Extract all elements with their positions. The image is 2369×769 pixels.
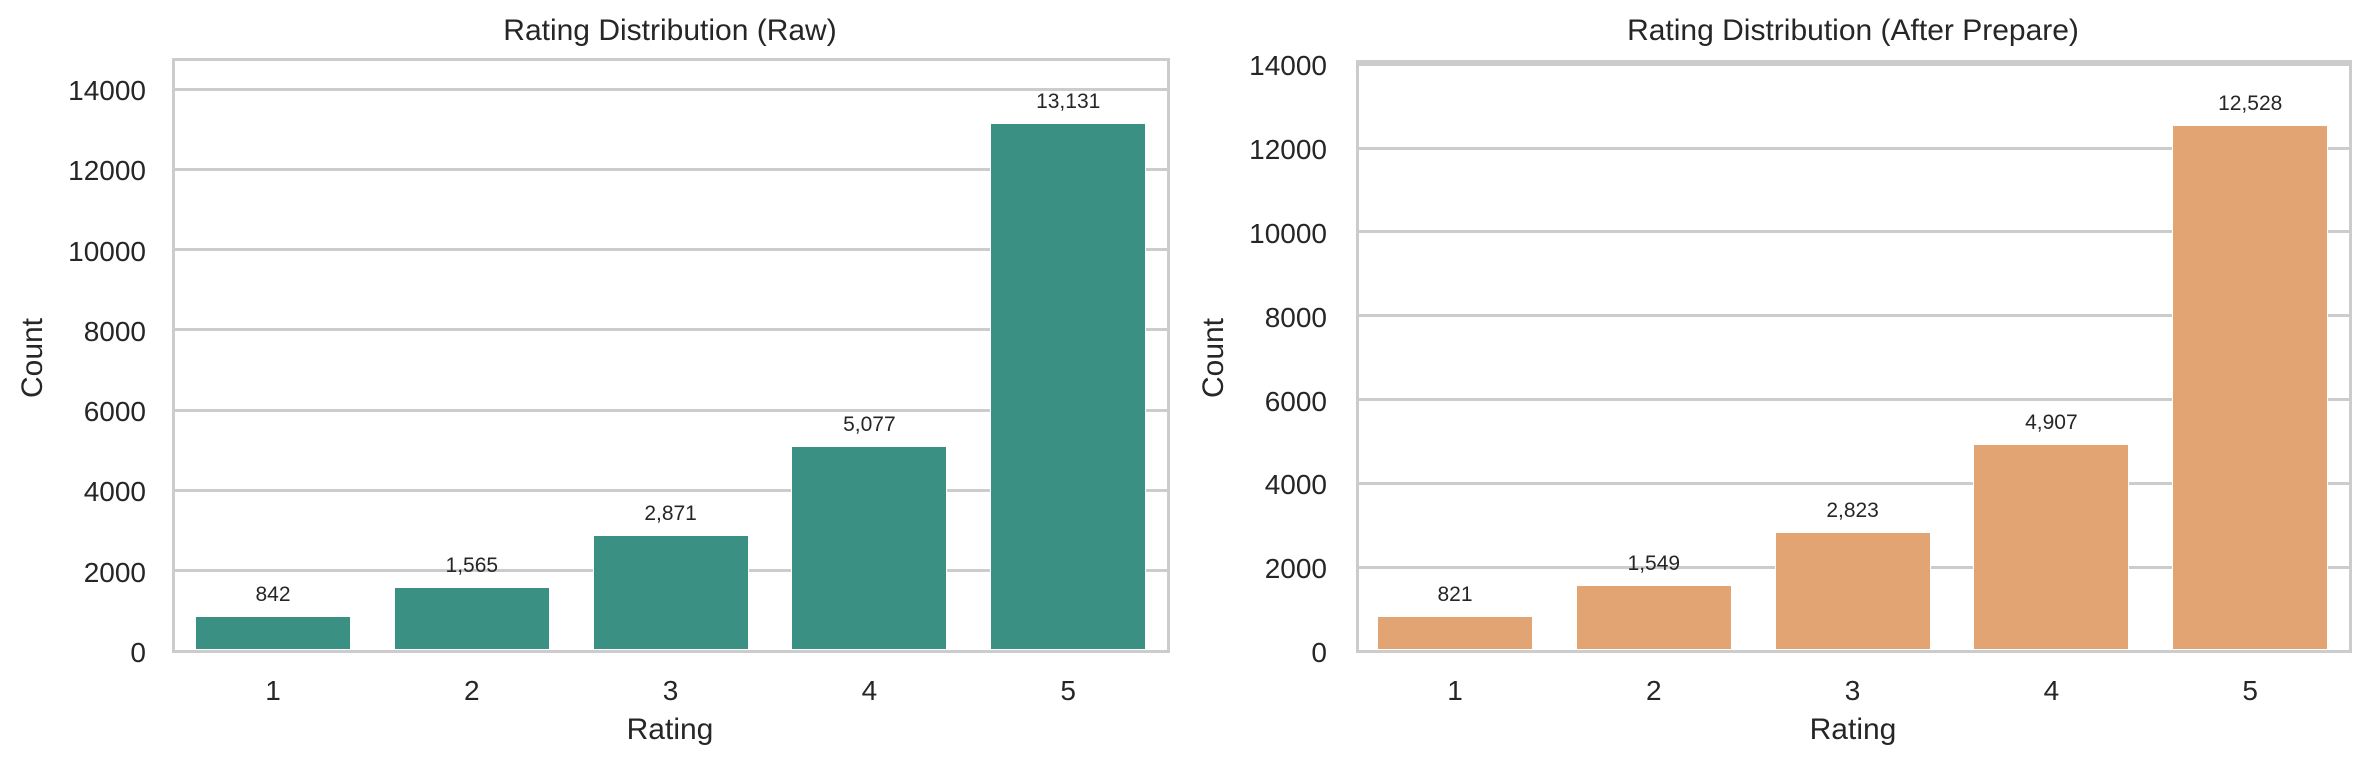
y-tick-label: 12000	[68, 155, 146, 187]
bar	[1973, 444, 2130, 650]
bar	[592, 534, 749, 650]
y-tick-label: 10000	[68, 235, 146, 267]
gridline	[175, 248, 1167, 252]
gridline	[1359, 230, 2349, 234]
y-tick-label: 2000	[83, 556, 146, 588]
gridline	[1359, 481, 2349, 485]
bar	[791, 446, 948, 650]
gridline	[175, 87, 1167, 91]
x-tick-label: 1	[1447, 675, 1463, 706]
gridline	[175, 328, 1167, 332]
gridline	[1359, 398, 2349, 402]
x-tick-label: 1	[265, 675, 281, 706]
x-axis-label: Rating	[1809, 713, 1897, 746]
y-tick-label: 12000	[1249, 134, 1327, 166]
x-tick-label: 5	[2242, 675, 2258, 706]
gridline	[175, 408, 1167, 412]
x-tick-label: 4	[861, 675, 878, 706]
bar-value-label: 12,528	[2218, 91, 2283, 115]
bar-value-label: 821	[1437, 582, 1473, 606]
bar-value-label: 2,871	[644, 501, 697, 525]
plot-area	[1356, 60, 2352, 653]
bar-value-label: 842	[255, 583, 291, 607]
x-tick-label: 3	[662, 675, 679, 706]
y-tick-label: 14000	[68, 75, 146, 107]
chart-title: Rating Distribution (After Prepare)	[1627, 14, 2079, 47]
bar-value-label: 4,907	[2025, 411, 2078, 435]
y-tick-label: 4000	[1264, 469, 1327, 501]
x-tick-label: 4	[2043, 675, 2060, 706]
bar	[195, 616, 351, 650]
bar-value-label: 1,565	[445, 554, 499, 578]
y-tick-label: 8000	[83, 315, 146, 347]
x-tick-label: 2	[464, 675, 480, 706]
bar	[393, 587, 550, 650]
x-tick-label: 5	[1060, 675, 1076, 706]
bar-value-label: 5,077	[843, 413, 896, 437]
x-tick-label: 2	[1646, 675, 1662, 706]
bar	[1377, 615, 1533, 650]
bar-value-label: 2,823	[1826, 498, 1879, 522]
gridline	[175, 167, 1167, 171]
bar	[1575, 585, 1732, 650]
x-axis-label: Rating	[626, 713, 714, 746]
y-tick-label: 10000	[1249, 217, 1327, 249]
bar	[990, 122, 1147, 650]
y-tick-label: 2000	[1264, 553, 1327, 585]
gridline	[175, 488, 1167, 492]
y-tick-label: 4000	[83, 476, 146, 508]
gridline	[1359, 62, 2349, 66]
bar	[2172, 124, 2329, 650]
chart-raw: Rating Distribution (Raw) Count Rating 0…	[0, 0, 1180, 769]
bar-value-label: 13,131	[1036, 89, 1101, 113]
chart-title: Rating Distribution (Raw)	[503, 14, 837, 47]
bar	[1774, 531, 1931, 650]
plot-area	[172, 58, 1170, 653]
y-tick-label: 0	[130, 637, 146, 668]
x-tick-label: 3	[1844, 675, 1861, 706]
y-tick-label: 8000	[1264, 301, 1327, 333]
y-tick-label: 14000	[1249, 50, 1327, 82]
y-tick-label: 6000	[83, 396, 146, 428]
gridline	[1359, 146, 2349, 150]
y-tick-label: 6000	[1264, 385, 1327, 417]
y-tick-label: 0	[1311, 637, 1327, 668]
gridline	[1359, 314, 2349, 318]
bar-value-label: 1,549	[1627, 552, 1681, 576]
